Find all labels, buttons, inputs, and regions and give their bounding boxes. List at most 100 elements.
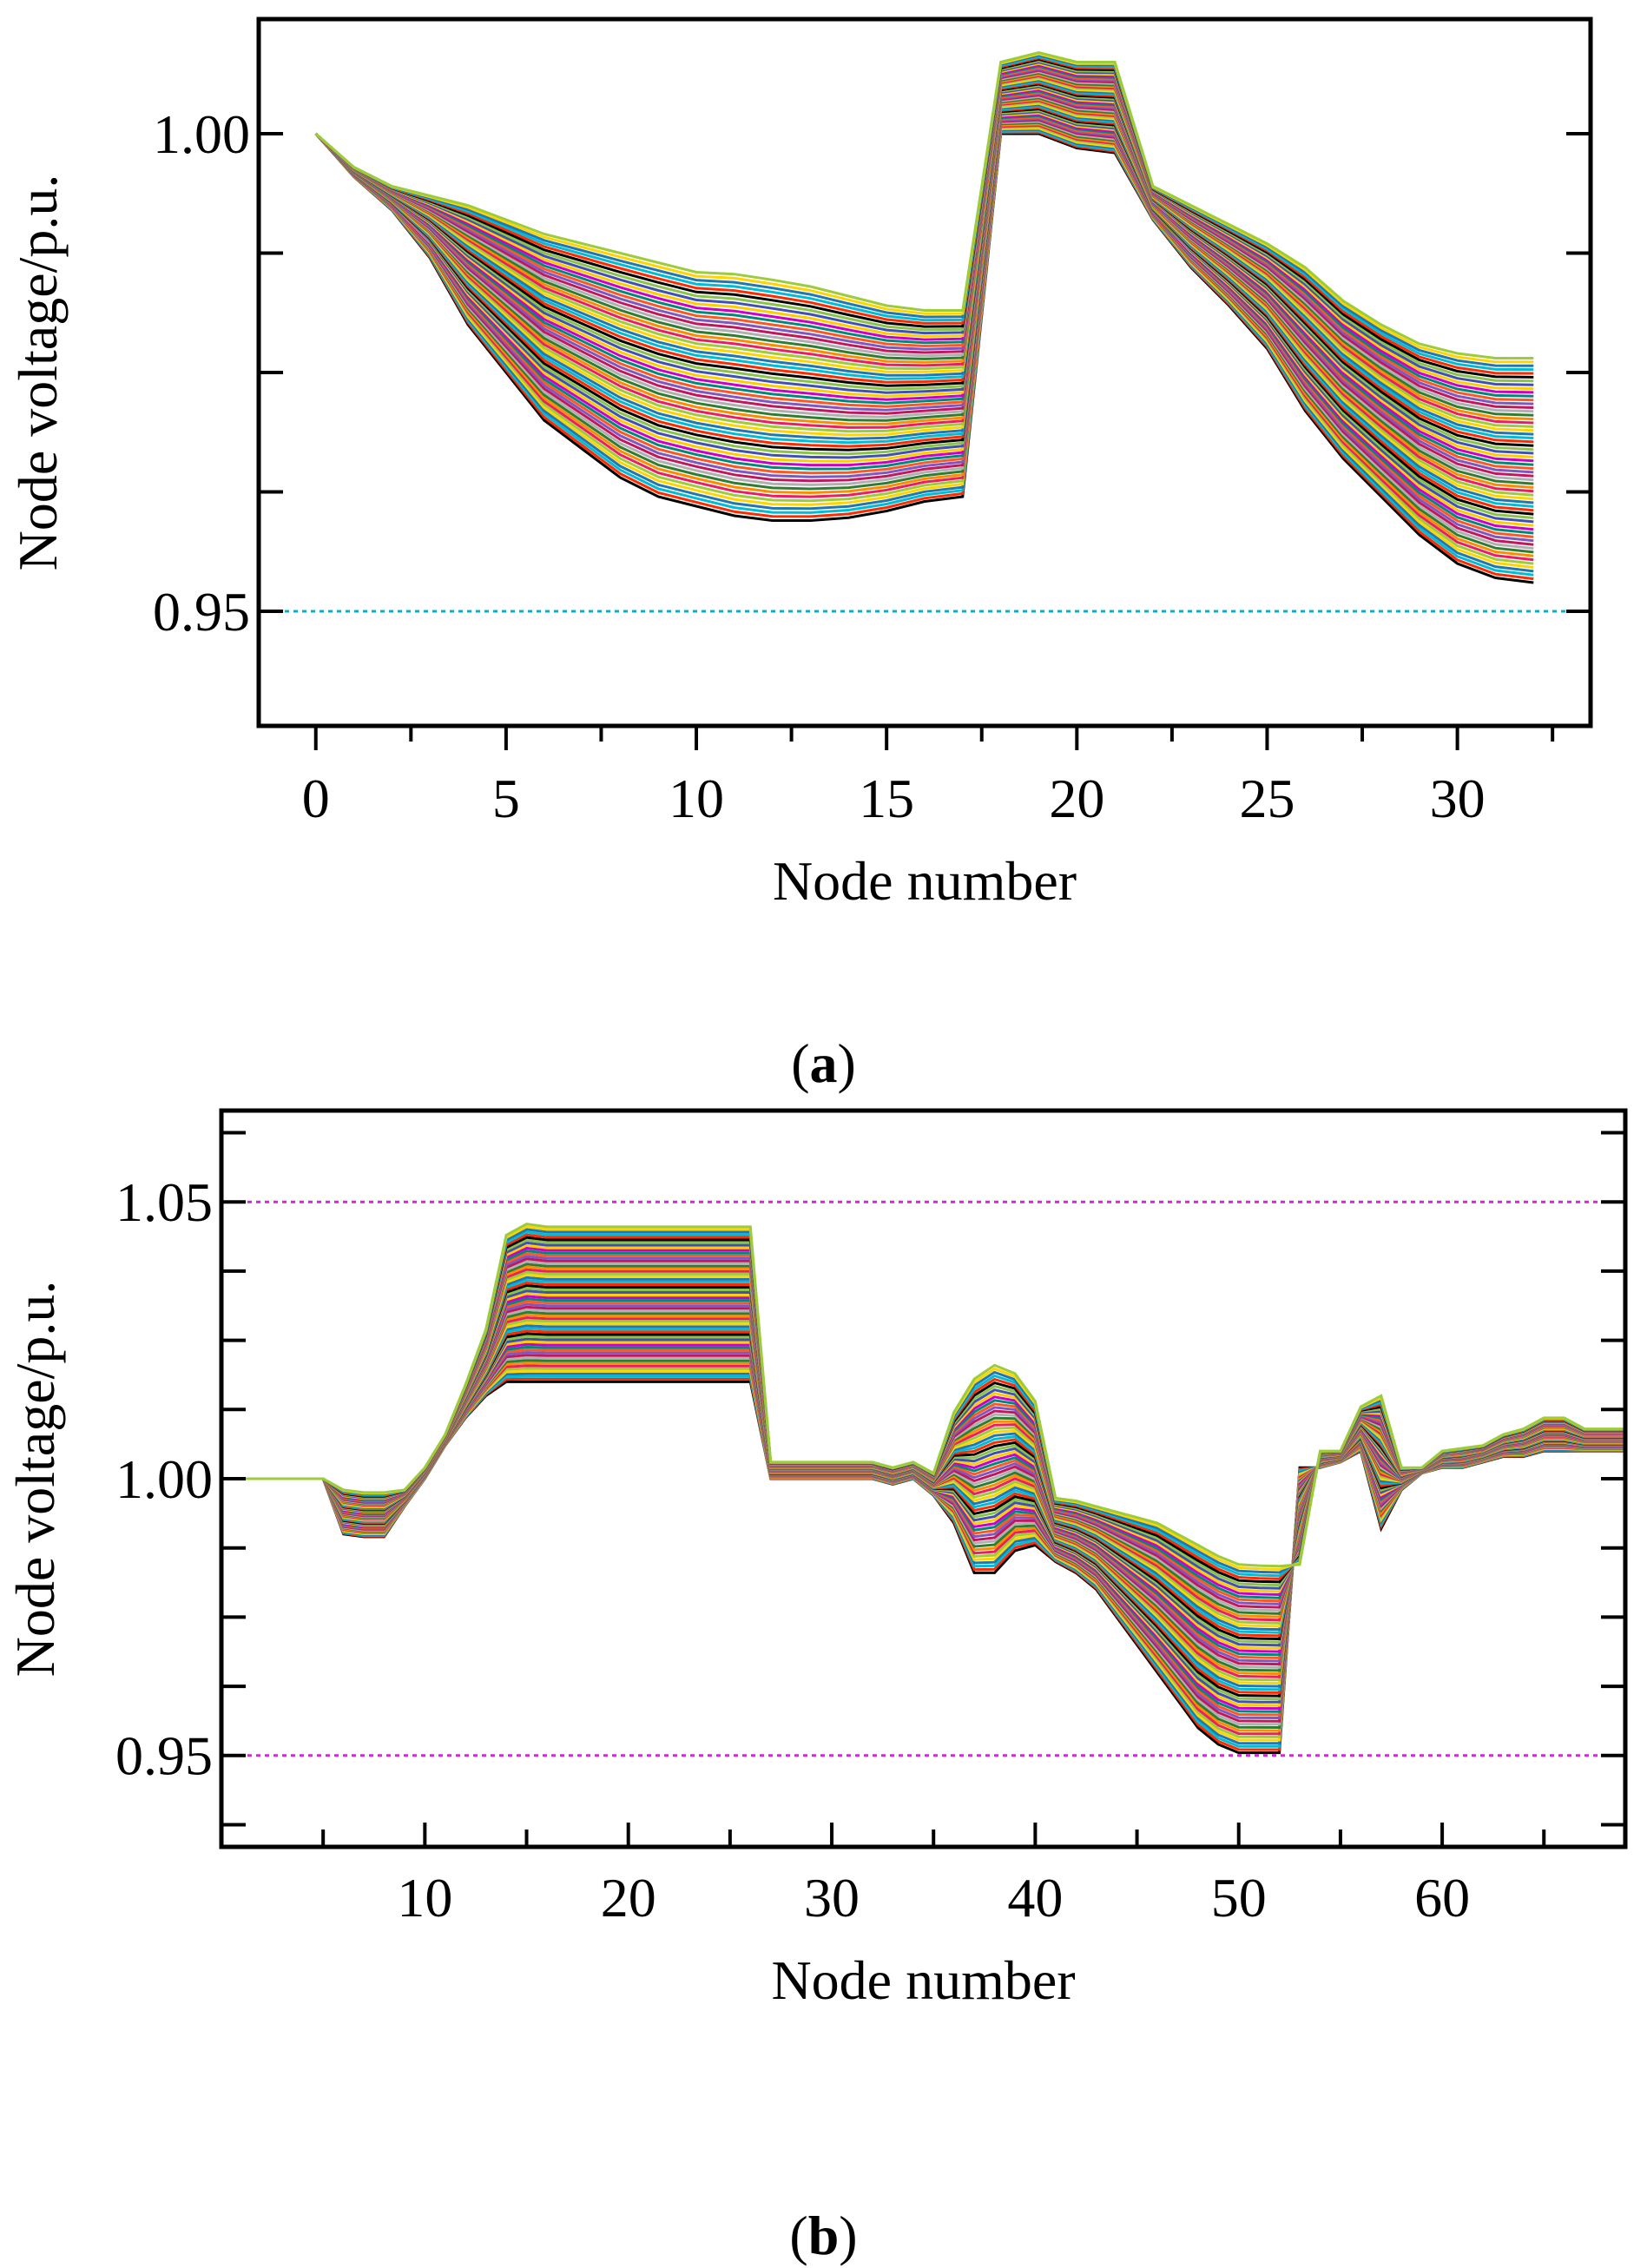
series-line xyxy=(241,1356,1625,1726)
series-line xyxy=(314,117,1534,543)
figure-a: 0.95 1.00 0 5 10 15 20 25 30 Node number Node volt… xyxy=(0,0,1647,1129)
x-tick-label: 50 xyxy=(1211,1867,1267,1928)
series-group xyxy=(241,1223,1625,1755)
series-line xyxy=(241,1268,1625,1622)
series-line xyxy=(314,95,1534,482)
series-line xyxy=(314,125,1534,565)
series-line xyxy=(314,74,1534,425)
y-tick-label: 1.00 xyxy=(115,1448,213,1510)
x-tick-label: 25 xyxy=(1239,768,1295,829)
series-line xyxy=(314,115,1534,538)
series-group xyxy=(314,50,1534,584)
series-line xyxy=(314,96,1534,485)
x-axis-title: Node number xyxy=(771,1949,1075,2011)
series-line xyxy=(314,80,1534,439)
series-line xyxy=(314,70,1534,413)
series-line xyxy=(314,59,1534,383)
series-line xyxy=(241,1350,1625,1720)
y-tick-label: 1.05 xyxy=(115,1171,213,1233)
series-line xyxy=(314,62,1534,391)
series-line xyxy=(241,1223,1625,1568)
series-line xyxy=(314,110,1534,524)
series-line xyxy=(314,127,1534,569)
series-line xyxy=(314,111,1534,527)
x-tick-label: 15 xyxy=(859,768,914,829)
series-line xyxy=(314,52,1534,364)
series-line xyxy=(241,1243,1625,1593)
series-line xyxy=(241,1270,1625,1625)
series-line xyxy=(314,63,1534,394)
series-line xyxy=(241,1359,1625,1730)
series-line xyxy=(314,113,1534,531)
series-line xyxy=(314,89,1534,466)
y-tick-label: 0.95 xyxy=(115,1725,213,1787)
y-axis-title: Node voltage/p.u. xyxy=(4,1281,66,1678)
series-line xyxy=(241,1230,1625,1578)
series-line xyxy=(314,132,1534,584)
x-axis-title: Node number xyxy=(773,850,1077,912)
x-tick-label: 5 xyxy=(492,768,520,829)
series-line xyxy=(241,1276,1625,1632)
series-line xyxy=(314,69,1534,409)
series-line xyxy=(314,76,1534,428)
series-line xyxy=(314,109,1534,519)
series-line xyxy=(314,66,1534,402)
series-line xyxy=(314,103,1534,504)
series-line xyxy=(241,1238,1625,1587)
x-tick-label: 40 xyxy=(1007,1867,1063,1928)
y-tick-label: 1.00 xyxy=(153,103,250,165)
series-line xyxy=(241,1287,1625,1644)
series-line xyxy=(314,97,1534,489)
series-line xyxy=(241,1340,1625,1707)
series-line xyxy=(241,1228,1625,1574)
series-line xyxy=(314,81,1534,444)
series-line xyxy=(241,1322,1625,1685)
y-tick-label: 0.95 xyxy=(153,581,250,643)
x-tick-label: 10 xyxy=(669,768,724,829)
series-line xyxy=(314,130,1534,581)
series-line xyxy=(314,128,1534,573)
series-line xyxy=(241,1354,1625,1723)
series-line xyxy=(314,107,1534,516)
chart-a-svg: 0.95 1.00 0 5 10 15 20 25 30 Node number Node volt… xyxy=(7,16,1593,912)
series-line xyxy=(241,1342,1625,1711)
figure-b: 0.95 1.00 1.05 10 20 30 40 50 60 Node number Node … xyxy=(0,1103,1647,2266)
x-tick-label: 60 xyxy=(1414,1867,1470,1928)
caption-b: (b) xyxy=(789,2205,858,2266)
series-line xyxy=(314,114,1534,535)
series-line xyxy=(314,106,1534,512)
series-line xyxy=(314,88,1534,463)
series-line xyxy=(314,83,1534,452)
series-line xyxy=(314,99,1534,493)
x-tick-label: 30 xyxy=(1430,768,1486,829)
x-tick-label: 30 xyxy=(804,1867,860,1928)
series-line xyxy=(241,1348,1625,1717)
series-line xyxy=(314,77,1534,432)
series-line xyxy=(314,104,1534,508)
series-line xyxy=(241,1364,1625,1736)
series-line xyxy=(314,71,1534,417)
series-line xyxy=(314,123,1534,562)
series-line xyxy=(241,1361,1625,1732)
series-line xyxy=(241,1281,1625,1638)
series-line xyxy=(241,1332,1625,1698)
caption-a: (a) xyxy=(791,1032,856,1094)
series-line xyxy=(314,64,1534,398)
series-line xyxy=(241,1335,1625,1701)
x-tick-label: 20 xyxy=(1049,768,1104,829)
y-axis-title: Node voltage/p.u. xyxy=(7,175,69,571)
series-line xyxy=(314,85,1534,455)
x-tick-label: 20 xyxy=(601,1867,656,1928)
series-line xyxy=(241,1236,1625,1584)
series-line xyxy=(314,129,1534,577)
series-line xyxy=(241,1278,1625,1634)
series-line xyxy=(314,121,1534,554)
series-line xyxy=(241,1273,1625,1628)
series-line xyxy=(241,1225,1625,1571)
series-line xyxy=(314,118,1534,546)
series-line xyxy=(314,122,1534,557)
series-line xyxy=(314,94,1534,478)
series-line xyxy=(314,82,1534,447)
series-line xyxy=(241,1337,1625,1704)
series-line xyxy=(241,1241,1625,1590)
